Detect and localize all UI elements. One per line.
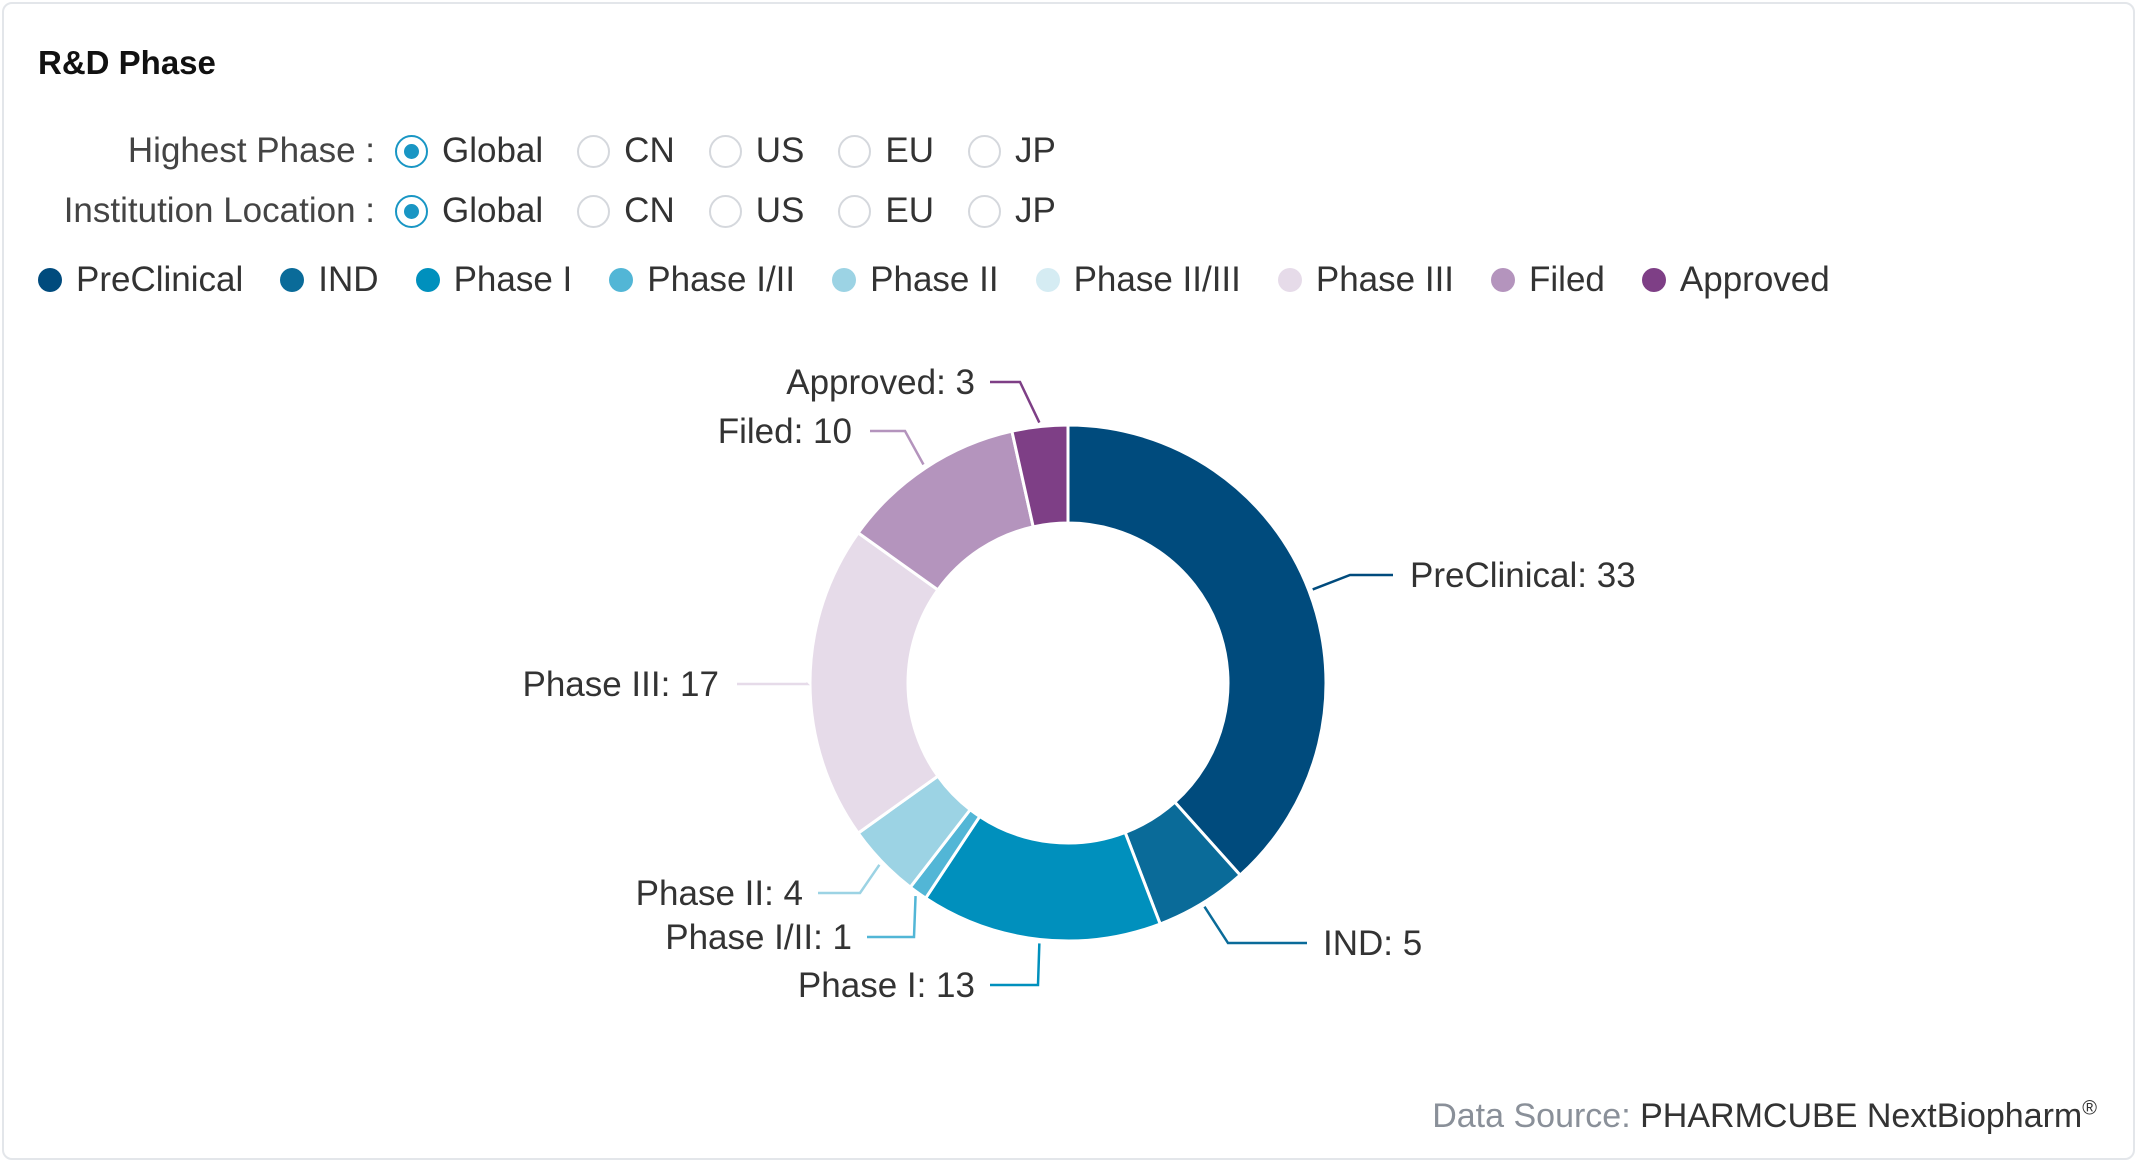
leader-line-phase-iii bbox=[737, 682, 811, 686]
data-label-phase-i-ii: Phase I/II: 1 bbox=[665, 918, 852, 957]
legend-dot bbox=[415, 268, 440, 292]
radio-circle[interactable] bbox=[838, 134, 872, 168]
legend-item-phase-ii[interactable]: Phase II bbox=[832, 260, 999, 300]
slice-preclinical[interactable] bbox=[1066, 423, 1328, 878]
leader-line-preclinical bbox=[1312, 573, 1393, 591]
legend-label: PreClinical bbox=[76, 260, 244, 299]
data-label-phase-i: Phase I: 13 bbox=[798, 966, 975, 1005]
legend-dot bbox=[38, 268, 62, 292]
radio-circle[interactable] bbox=[967, 194, 1001, 228]
radio-highest-global[interactable]: Global bbox=[395, 131, 543, 171]
chart-title: R&D Phase bbox=[38, 44, 216, 81]
leader-line-phase-i-ii bbox=[867, 896, 917, 939]
radio-highest-jp[interactable]: JP bbox=[967, 131, 1056, 171]
radio-highest-us[interactable]: US bbox=[708, 131, 804, 171]
registered-mark: ® bbox=[2082, 1097, 2097, 1120]
radio-location-cn[interactable]: CN bbox=[577, 191, 675, 231]
legend-item-approved[interactable]: Approved bbox=[1641, 260, 1830, 300]
radio-circle[interactable] bbox=[708, 194, 742, 228]
chart-legend: PreClinical IND Phase I Phase I/II Phase II P… bbox=[38, 258, 1867, 302]
legend-item-phase-ii-iii[interactable]: Phase II/III bbox=[1035, 260, 1241, 300]
legend-dot bbox=[1641, 268, 1666, 292]
radio-circle[interactable] bbox=[838, 194, 872, 228]
data-label-filed: Filed: 10 bbox=[718, 412, 852, 451]
radio-circle[interactable] bbox=[395, 194, 428, 228]
filter-highest-phase: Highest Phase : Global CN US EU JP bbox=[0, 129, 1090, 173]
radio-location-jp[interactable]: JP bbox=[967, 191, 1056, 231]
radio-location-eu[interactable]: EU bbox=[838, 191, 934, 231]
filter-label: Institution Location : bbox=[63, 191, 375, 230]
legend-dot bbox=[1035, 268, 1060, 292]
legend-dot bbox=[609, 268, 634, 292]
legend-label: Approved bbox=[1679, 260, 1830, 299]
legend-dot bbox=[280, 268, 305, 292]
radio-location-us[interactable]: US bbox=[708, 191, 804, 231]
radio-circle[interactable] bbox=[967, 134, 1001, 168]
legend-dot bbox=[1491, 268, 1516, 292]
leader-line-phase-i bbox=[990, 943, 1041, 987]
slice-approved[interactable] bbox=[1010, 423, 1070, 529]
legend-item-ind[interactable]: IND bbox=[280, 260, 379, 300]
data-label-phase-ii: Phase II: 4 bbox=[636, 874, 803, 913]
data-label-preclinical: PreClinical: 33 bbox=[1410, 556, 1636, 595]
filter-label: Highest Phase : bbox=[127, 131, 375, 170]
data-source-label: Data Source: bbox=[1432, 1097, 1631, 1135]
leader-line-approved bbox=[990, 380, 1041, 424]
radio-circle[interactable] bbox=[708, 134, 742, 168]
radio-circle[interactable] bbox=[577, 194, 611, 228]
legend-dot bbox=[1277, 268, 1302, 292]
legend-item-phase-i[interactable]: Phase I bbox=[415, 260, 573, 300]
legend-item-preclinical[interactable]: PreClinical bbox=[38, 260, 243, 300]
leader-line-phase-ii bbox=[818, 864, 881, 895]
radio-highest-cn[interactable]: CN bbox=[577, 131, 675, 171]
legend-item-phase-i-ii[interactable]: Phase I/II bbox=[609, 260, 795, 300]
legend-label: Phase II bbox=[870, 260, 999, 299]
filter-institution-location: Institution Location : Global CN US EU J… bbox=[0, 189, 1090, 233]
legend-item-filed[interactable]: Filed bbox=[1491, 260, 1605, 300]
legend-label: Phase II/III bbox=[1073, 260, 1241, 299]
legend-label: Phase I/II bbox=[647, 260, 796, 299]
legend-dot bbox=[832, 268, 857, 292]
radio-circle[interactable] bbox=[395, 134, 428, 168]
legend-label: Filed bbox=[1529, 260, 1605, 299]
radio-circle[interactable] bbox=[577, 134, 611, 168]
legend-label: Phase I bbox=[453, 260, 573, 299]
radio-location-global[interactable]: Global bbox=[395, 191, 543, 231]
data-source-footer: Data Source: PHARMCUBE NextBiopharm® bbox=[1432, 1097, 2097, 1136]
leader-line-ind bbox=[1203, 905, 1307, 945]
leader-line-filed bbox=[870, 429, 925, 466]
radio-highest-eu[interactable]: EU bbox=[838, 131, 934, 171]
data-label-ind: IND: 5 bbox=[1323, 924, 1422, 963]
data-source-name: PHARMCUBE NextBiopharm bbox=[1640, 1097, 2083, 1135]
legend-item-phase-iii[interactable]: Phase III bbox=[1277, 260, 1455, 300]
slice-phase-iii[interactable] bbox=[808, 530, 940, 836]
data-label-approved: Approved: 3 bbox=[786, 363, 975, 402]
legend-label: Phase III bbox=[1315, 260, 1455, 299]
data-label-phase-iii: Phase III: 17 bbox=[522, 665, 719, 704]
legend-label: IND bbox=[318, 260, 379, 299]
